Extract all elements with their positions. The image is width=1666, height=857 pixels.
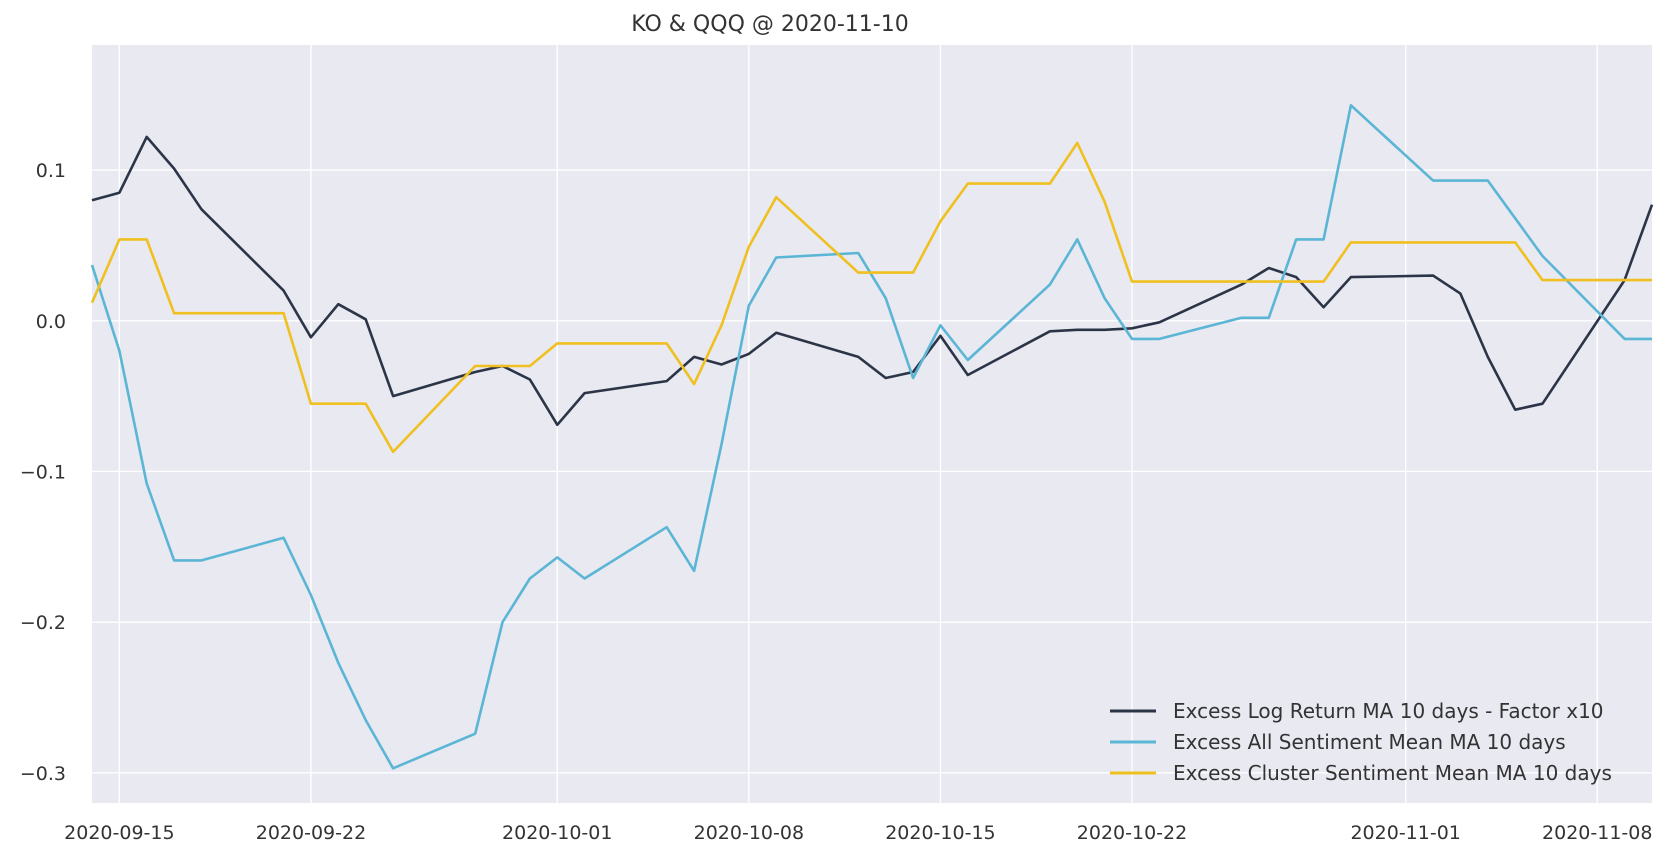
- x-tick-label: 2020-10-22: [1077, 822, 1187, 844]
- legend-label: Excess Log Return MA 10 days - Factor x1…: [1173, 699, 1604, 723]
- series-line-2: [90, 104, 1652, 770]
- y-tick-label: −0.1: [20, 461, 66, 483]
- y-tick-label: −0.2: [20, 612, 66, 634]
- x-tick-label: 2020-11-08: [1542, 822, 1652, 844]
- y-tick-label: −0.3: [20, 763, 66, 785]
- series-line-1: [91, 135, 1654, 427]
- x-tick-label: 2020-09-15: [64, 822, 174, 844]
- legend: Excess Log Return MA 10 days - Factor x1…: [1110, 699, 1612, 785]
- series-line-3: [90, 141, 1652, 454]
- x-tick-label: 2020-10-01: [502, 822, 612, 844]
- plot-area: [92, 45, 1652, 803]
- grid-lines: [92, 45, 1652, 803]
- x-tick-label: 2020-10-15: [885, 822, 995, 844]
- y-axis-ticks: −0.3 −0.2 −0.1 0.0 0.1: [20, 160, 66, 785]
- series-lines: [90, 104, 1654, 770]
- legend-label: Excess Cluster Sentiment Mean MA 10 days: [1173, 761, 1612, 785]
- x-tick-label: 2020-11-01: [1350, 822, 1460, 844]
- x-axis-ticks: 2020-09-15 2020-09-22 2020-10-01 2020-10-08…: [64, 822, 1652, 844]
- y-tick-label: 0.1: [36, 160, 66, 182]
- legend-label: Excess All Sentiment Mean MA 10 days: [1173, 730, 1566, 754]
- x-tick-label: 2020-09-22: [256, 822, 366, 844]
- chart-title: KO & QQQ @ 2020-11-10: [631, 12, 908, 37]
- x-tick-label: 2020-10-08: [694, 822, 804, 844]
- y-tick-label: 0.0: [36, 311, 66, 333]
